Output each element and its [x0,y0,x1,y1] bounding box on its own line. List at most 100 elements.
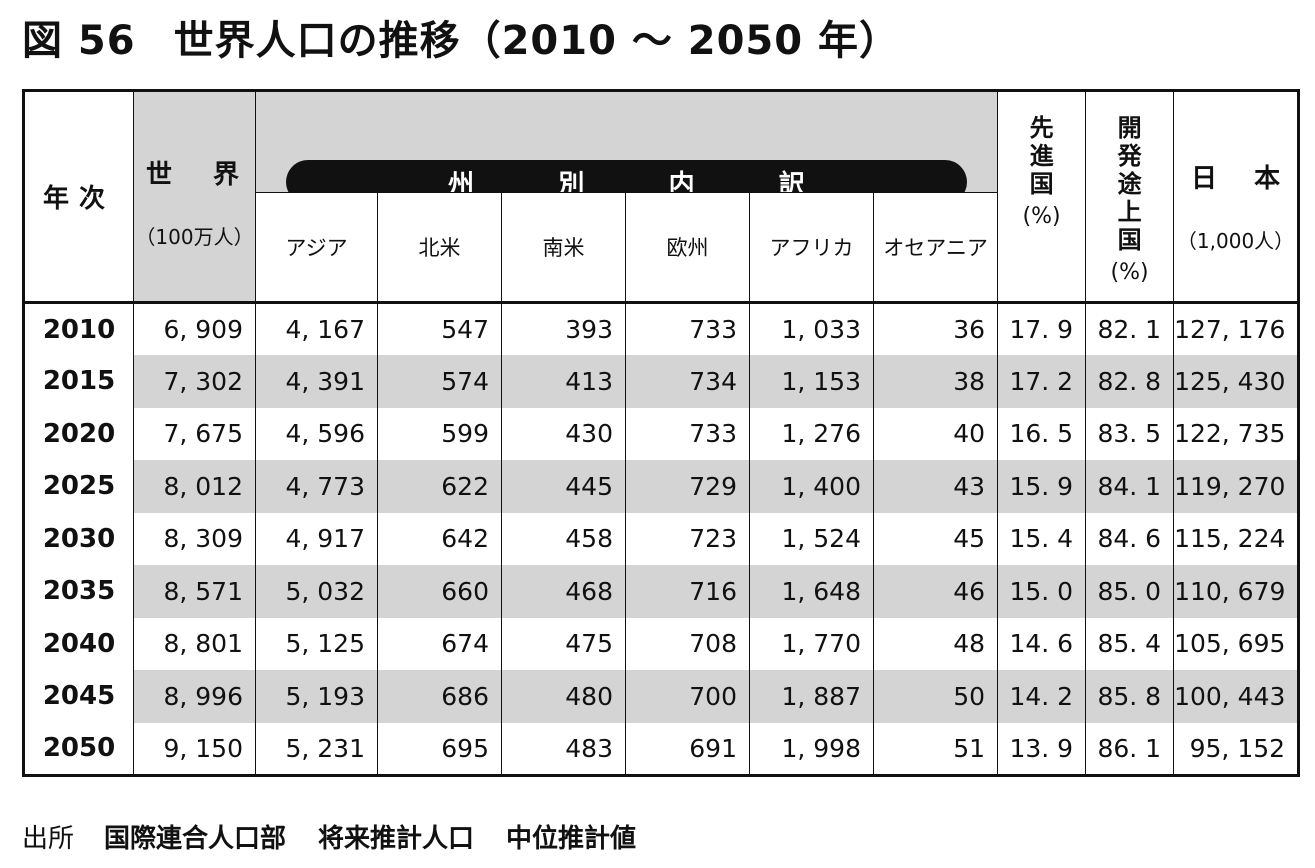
cell-japan: 127, 176 [1173,302,1300,355]
cell-developed: 15. 4 [997,512,1087,565]
cell-year: 2025 [23,460,134,513]
cell-developed: 13. 9 [997,722,1087,775]
cell-developed: 14. 6 [997,617,1087,670]
cell-developing: 84. 6 [1085,512,1175,565]
header-breakdown: 州 別 内 訳 [254,90,999,193]
source-variant: 中位推計値 [506,824,637,854]
cell-north-america: 695 [377,722,502,775]
cell-africa: 1, 524 [749,512,874,565]
figure-number: 図 56 [22,18,136,64]
breakdown-char-3: 内 [668,169,695,193]
table-row: 2050 9, 150 5, 231 695 483 691 1, 998 51 13. 9 86… [23,722,1300,775]
header-japan-label: 日 本 [1191,164,1295,194]
cell-oceania: 43 [872,460,999,513]
cell-africa: 1, 153 [749,355,874,408]
cell-asia: 4, 917 [255,512,378,565]
cell-oceania: 48 [872,617,999,670]
breakdown-char-1: 州 [448,169,475,193]
cell-north-america: 574 [377,355,502,408]
header-japan-unit: （1,000人） [1176,229,1295,253]
page-title: 図 56 世界人口の推移（2010 ～ 2050 年） [22,8,900,66]
cell-asia: 4, 773 [255,460,378,513]
cell-developing: 85. 4 [1085,617,1175,670]
cell-europe: 691 [625,722,750,775]
cell-europe: 716 [625,565,750,618]
cell-north-america: 674 [377,617,502,670]
cell-developed: 15. 0 [997,565,1087,618]
header-north-america: 北米 [377,192,502,304]
cell-world: 8, 996 [133,670,256,723]
cell-developing: 82. 1 [1085,302,1175,355]
cell-japan: 125, 430 [1173,355,1300,408]
cell-japan: 122, 735 [1173,407,1300,460]
cell-north-america: 686 [377,670,502,723]
breakdown-char-4: 訳 [778,169,805,193]
cell-europe: 700 [625,670,750,723]
table-row: 2035 8, 571 5, 032 660 468 716 1, 648 46 15. 0 85… [23,565,1300,618]
cell-africa: 1, 887 [749,670,874,723]
cell-year: 2010 [23,302,134,355]
cell-europe: 708 [625,617,750,670]
header-year: 年次 [23,90,134,304]
header-developing-unit: (%) [1110,260,1149,285]
cell-developing: 84. 1 [1085,460,1175,513]
cell-developed: 17. 2 [997,355,1087,408]
cell-oceania: 38 [872,355,999,408]
cell-world: 8, 801 [133,617,256,670]
cell-japan: 110, 679 [1173,565,1300,618]
cell-japan: 105, 695 [1173,617,1300,670]
cell-asia: 5, 193 [255,670,378,723]
cell-oceania: 51 [872,722,999,775]
cell-developed: 15. 9 [997,460,1087,513]
table-row: 2025 8, 012 4, 773 622 445 729 1, 400 43 15. 9 84… [23,460,1300,513]
cell-developing: 86. 1 [1085,722,1175,775]
cell-europe: 733 [625,302,750,355]
cell-africa: 1, 770 [749,617,874,670]
cell-oceania: 45 [872,512,999,565]
cell-world: 7, 302 [133,355,256,408]
cell-year: 2035 [23,565,134,618]
cell-south-america: 458 [501,512,626,565]
cell-year: 2020 [23,407,134,460]
cell-asia: 4, 167 [255,302,378,355]
source-label: 出所 [22,824,75,854]
cell-oceania: 40 [872,407,999,460]
cell-japan: 119, 270 [1173,460,1300,513]
cell-developed: 14. 2 [997,670,1087,723]
table-body: 2010 6, 909 4, 167 547 393 733 1, 033 36 17. 9 82… [23,302,1300,775]
table-row: 2040 8, 801 5, 125 674 475 708 1, 770 48 14. 6 85… [23,617,1300,670]
cell-europe: 733 [625,407,750,460]
cell-south-america: 468 [501,565,626,618]
cell-japan: 95, 152 [1173,722,1300,775]
cell-europe: 723 [625,512,750,565]
header-developed-label: 先進国 [1029,114,1054,198]
header-oceania: オセアニア [872,192,999,304]
cell-asia: 5, 032 [255,565,378,618]
cell-south-america: 393 [501,302,626,355]
header-world-label: 世 界 [146,160,256,190]
cell-africa: 1, 033 [749,302,874,355]
breakdown-pill: 州 別 内 訳 [286,160,968,193]
cell-north-america: 642 [377,512,502,565]
cell-year: 2015 [23,355,134,408]
header-developing-label: 開発途上国 [1117,114,1142,254]
header-japan: 日 本 （1,000人） [1173,90,1300,304]
cell-year: 2050 [23,722,134,775]
source-kind: 将来推計人口 [318,824,475,854]
cell-oceania: 36 [872,302,999,355]
table-row: 2020 7, 675 4, 596 599 430 733 1, 276 40 16. 5 83… [23,407,1300,460]
breakdown-char-2: 別 [558,169,585,193]
cell-north-america: 660 [377,565,502,618]
cell-south-america: 413 [501,355,626,408]
cell-oceania: 50 [872,670,999,723]
cell-north-america: 599 [377,407,502,460]
cell-world: 9, 150 [133,722,256,775]
header-africa: アフリカ [749,192,874,304]
cell-world: 7, 675 [133,407,256,460]
cell-japan: 115, 224 [1173,512,1300,565]
header-south-america: 南米 [501,192,626,304]
title-text: 世界人口の推移（2010 ～ 2050 年） [173,18,901,64]
cell-year: 2040 [23,617,134,670]
table-row: 2045 8, 996 5, 193 686 480 700 1, 887 50 14. 2 85… [23,670,1300,723]
cell-oceania: 46 [872,565,999,618]
